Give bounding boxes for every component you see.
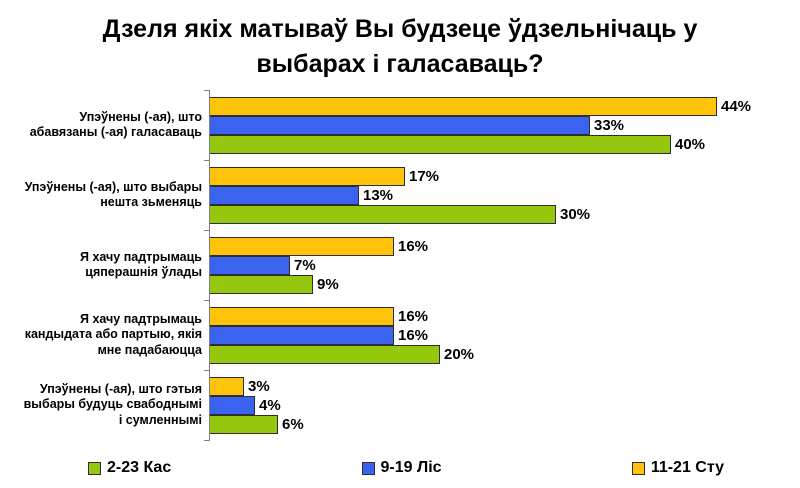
bar-value-label: 13%: [363, 186, 394, 204]
bar-row: 33%: [209, 115, 800, 135]
bars-cell: 16% 16% 20%: [209, 300, 800, 370]
bars-cell: 17% 13% 30%: [209, 160, 800, 230]
bar-9-19 Ліс: [209, 255, 290, 275]
bar-2-23 Кас: [209, 204, 556, 224]
bar-value-label: 7%: [294, 256, 316, 274]
legend-label: 9-19 Ліс: [380, 459, 442, 476]
bar-row: 16%: [209, 236, 800, 256]
bar-9-19 Ліс: [209, 185, 359, 205]
bar-row: 13%: [209, 185, 800, 205]
bar-11-21 Сту: [209, 96, 717, 116]
bar-value-label: 9%: [317, 275, 339, 293]
legend-label: 11-21 Сту: [650, 459, 724, 476]
bar-row: 9%: [209, 274, 800, 294]
bar-value-label: 4%: [259, 396, 281, 414]
bar-2-23 Кас: [209, 274, 313, 294]
bar-value-label: 16%: [398, 307, 429, 325]
category-label-line: Упэўнены (-ая), што: [79, 109, 202, 124]
bar-11-21 Сту: [209, 376, 244, 396]
category-row: Я хачу падтрымаць кандыдата або партыю, я…: [0, 300, 800, 370]
chart-title-line1: Дзеля якіх матываў Вы будзеце ўдзельніча…: [102, 15, 698, 43]
legend-swatch-icon: [88, 461, 101, 475]
bar-value-label: 44%: [721, 97, 752, 115]
bar-11-21 Сту: [209, 236, 394, 256]
axis-tick: [204, 370, 209, 371]
bar-value-label: 16%: [398, 326, 429, 344]
bar-value-label: 30%: [560, 205, 591, 223]
bar-value-label: 17%: [409, 167, 440, 185]
legend-swatch-icon: [361, 461, 375, 475]
bar-11-21 Сту: [209, 306, 394, 326]
category-row: Я хачу падтрымаць цяперашнія ўлады 16% 7% 9%: [0, 230, 800, 300]
bar-11-21 Сту: [209, 166, 405, 186]
category-label-line: выбары будуць свабоднымі: [23, 397, 202, 412]
category-label: Упэўнены (-ая), што абавязаны (-ая) галас…: [0, 90, 209, 160]
plot-area: Упэўнены (-ая), што абавязаны (-ая) галас…: [0, 90, 800, 441]
bar-2-23 Кас: [209, 344, 440, 364]
category-label: Я хачу падтрымаць кандыдата або партыю, я…: [0, 300, 209, 370]
bar-2-23 Кас: [209, 134, 671, 154]
bar-value-label: 33%: [594, 116, 625, 134]
category-row: Упэўнены (-ая), што выбары нешта зьменяць…: [0, 160, 800, 230]
bar-value-label: 20%: [444, 345, 475, 363]
bar-row: 7%: [209, 255, 800, 275]
bar-row: 4%: [209, 395, 800, 415]
chart-title: Дзеля якіх матываў Вы будзеце ўдзельніча…: [0, 0, 800, 82]
bars-cell: 44% 33% 40%: [209, 90, 800, 160]
bar-value-label: 40%: [675, 135, 706, 153]
bars-cell: 3% 4% 6%: [209, 370, 800, 440]
category-label-line: Упэўнены (-ая), што гэтыя: [39, 381, 202, 396]
bar-row: 3%: [209, 376, 800, 396]
category-label: Я хачу падтрымаць цяперашнія ўлады: [0, 230, 209, 300]
chart-title-line2: выбарах і галасаваць?: [256, 50, 544, 78]
bar-row: 16%: [209, 325, 800, 345]
axis-tick: [204, 230, 209, 231]
bar-row: 30%: [209, 204, 800, 224]
axis-tick: [204, 300, 209, 301]
bar-value-label: 6%: [282, 415, 304, 433]
bar-9-19 Ліс: [209, 325, 394, 345]
axis-tick: [204, 160, 209, 161]
category-label-line: Я хачу падтрымаць: [79, 311, 202, 326]
bar-9-19 Ліс: [209, 395, 255, 415]
category-row: Упэўнены (-ая), што гэтыя выбары будуць с…: [0, 370, 800, 440]
category-label-line: кандыдата або партыю, якія: [24, 327, 202, 342]
legend-swatch-icon: [631, 461, 645, 475]
category-label: Упэўнены (-ая), што гэтыя выбары будуць с…: [0, 370, 209, 440]
legend-item-11-21 Сту: 11-21 Сту: [631, 458, 724, 478]
axis-tick: [204, 440, 209, 441]
legend-item-9-19 Ліс: 9-19 Ліс: [361, 458, 442, 478]
bar-row: 16%: [209, 306, 800, 326]
category-label-line: Упэўнены (-ая), што выбары: [24, 179, 202, 194]
bar-row: 6%: [209, 414, 800, 434]
category-label-line: абавязаны (-ая) галасаваць: [29, 125, 202, 139]
category-label-line: мне падабаюцца: [97, 342, 202, 357]
category-row: Упэўнены (-ая), што абавязаны (-ая) галас…: [0, 90, 800, 160]
bar-value-label: 3%: [248, 377, 270, 395]
legend-item-2-23 Кас: 2-23 Кас: [88, 458, 171, 478]
category-label-line: Я хачу падтрымаць: [79, 249, 202, 264]
bar-9-19 Ліс: [209, 115, 590, 135]
category-label-line: цяперашнія ўлады: [85, 265, 202, 279]
legend-label: 2-23 Кас: [107, 459, 172, 476]
bar-row: 17%: [209, 166, 800, 186]
bar-row: 44%: [209, 96, 800, 116]
bar-2-23 Кас: [209, 414, 278, 434]
category-label: Упэўнены (-ая), што выбары нешта зьменяць: [0, 160, 209, 230]
bar-row: 20%: [209, 344, 800, 364]
category-label-line: і сумленнымі: [118, 412, 202, 427]
legend: 2-23 Кас 9-19 Ліс 11-21 Сту: [88, 458, 724, 478]
y-axis-line: [209, 90, 210, 441]
bar-value-label: 16%: [398, 237, 429, 255]
bars-cell: 16% 7% 9%: [209, 230, 800, 300]
category-label-line: нешта зьменяць: [100, 195, 202, 209]
axis-tick: [204, 90, 209, 91]
bar-row: 40%: [209, 134, 800, 154]
